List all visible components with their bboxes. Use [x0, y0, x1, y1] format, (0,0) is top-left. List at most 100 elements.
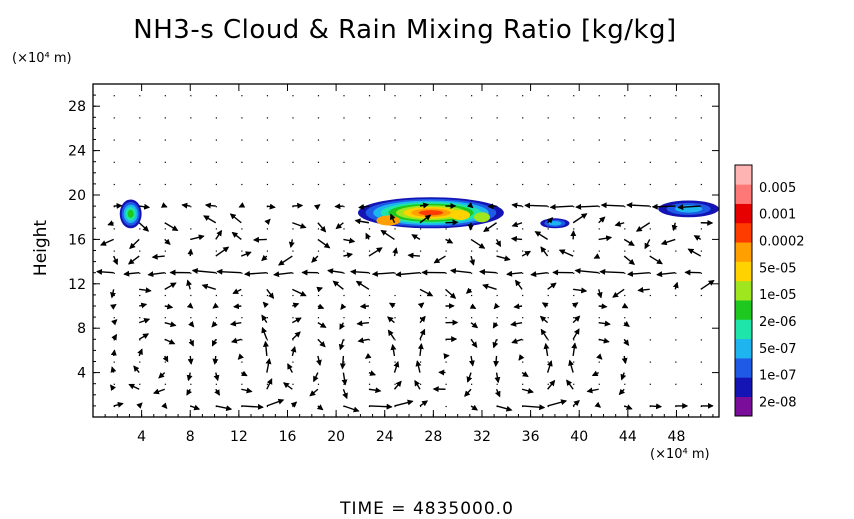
- wind-vector: [693, 235, 702, 241]
- grid-dot: [215, 361, 217, 363]
- grid-dot: [164, 161, 166, 163]
- wind-vector: [598, 235, 613, 242]
- colorbar-swatch: [735, 377, 752, 397]
- grid-dot: [394, 339, 396, 341]
- wind-vector: [127, 255, 140, 265]
- grid-dot: [139, 294, 141, 297]
- grid-dot: [394, 117, 396, 119]
- wind-vector: [549, 204, 574, 211]
- grid-dot: [164, 294, 166, 297]
- grid-dot: [241, 250, 243, 252]
- grid-dot: [675, 228, 677, 230]
- colorbar-swatch: [735, 338, 752, 359]
- grid-dot: [241, 294, 243, 297]
- grid-dot: [419, 339, 422, 341]
- grid-dot: [139, 272, 141, 274]
- colorbar-frame: [734, 164, 753, 417]
- grid-dot: [445, 383, 447, 385]
- wind-vector: [649, 255, 663, 265]
- wind-vector: [539, 315, 549, 324]
- wind-vector: [618, 388, 626, 396]
- wind-vector: [483, 222, 497, 233]
- grid-dot: [266, 361, 269, 363]
- wind-vector: [342, 388, 348, 400]
- wind-vector: [164, 303, 174, 310]
- grid-dot: [292, 117, 294, 119]
- grid-dot: [624, 228, 626, 230]
- grid-dot: [471, 228, 473, 230]
- wind-vector: [335, 222, 344, 230]
- wind-vector: [188, 339, 194, 347]
- colorbar-swatch: [735, 300, 752, 320]
- grid-dot: [649, 294, 651, 297]
- wind-vector: [510, 320, 523, 327]
- wind-vector: [357, 337, 370, 344]
- wind-vector: [261, 254, 268, 262]
- grid-dot: [547, 250, 549, 252]
- grid-dot: [139, 183, 141, 186]
- wind-vector: [241, 251, 252, 257]
- grid-dot: [700, 250, 702, 252]
- grid-dot: [266, 183, 269, 186]
- grid-dot: [496, 383, 498, 385]
- grid-dot: [266, 139, 269, 141]
- wind-vector: [574, 267, 599, 274]
- grid-dot: [547, 361, 549, 363]
- grid-dot: [700, 317, 702, 319]
- x-axis: 4 8 12 16 20 24 28 32 36 40 44 48: [104, 84, 714, 445]
- grid-dot: [266, 117, 269, 119]
- grid-dot: [215, 339, 217, 341]
- wind-vector: [599, 268, 625, 275]
- grid-dot: [649, 250, 651, 252]
- wind-vector: [291, 331, 301, 340]
- y-tick-label: 24: [68, 144, 86, 160]
- grid-dot: [343, 117, 345, 119]
- wind-vector: [573, 287, 588, 294]
- grid-dot: [675, 139, 677, 141]
- y-axis-label: Height: [31, 220, 51, 277]
- wind-vector: [513, 303, 523, 310]
- wind-vector: [394, 399, 414, 407]
- wind-vector: [482, 283, 497, 291]
- grid-dot: [164, 317, 166, 319]
- grid-dot: [471, 272, 473, 274]
- grid-dot: [547, 183, 549, 186]
- x-tick-label: 16: [279, 429, 297, 445]
- grid-dot: [215, 294, 217, 297]
- wind-vector: [332, 280, 344, 290]
- wind-vector: [349, 268, 369, 275]
- wind-vector: [261, 314, 268, 324]
- wind-vector: [470, 338, 478, 348]
- grid-dot: [700, 361, 702, 363]
- grid-dot: [522, 272, 524, 274]
- wind-vector: [278, 255, 293, 266]
- wind-vector: [186, 279, 192, 290]
- grid-dot: [368, 339, 371, 341]
- grid-dot: [292, 383, 294, 385]
- grid-dot: [419, 383, 422, 385]
- grid-dot: [700, 161, 702, 163]
- wind-vector: [339, 355, 346, 370]
- y-tick-label: 12: [68, 277, 86, 293]
- wind-vector: [594, 401, 602, 408]
- grid-dot: [471, 117, 473, 119]
- grid-dot: [215, 272, 217, 274]
- grid-dot: [215, 383, 217, 385]
- grid-dot: [624, 294, 626, 297]
- wind-vector: [317, 338, 326, 348]
- grid-dot: [573, 95, 575, 97]
- grid-dot: [241, 161, 243, 163]
- grid-dot: [292, 361, 294, 363]
- grid-dot: [190, 317, 192, 319]
- grid-dot: [394, 361, 396, 363]
- wind-vector: [113, 202, 123, 209]
- wind-vector: [95, 268, 114, 275]
- wind-vector: [380, 229, 395, 240]
- wind-vector: [158, 372, 166, 379]
- grid-dot: [368, 272, 371, 274]
- grid-dot: [343, 95, 345, 97]
- wind-vector: [700, 279, 715, 290]
- grid-dot: [368, 317, 371, 319]
- wind-vector: [215, 229, 223, 240]
- wind-vector: [265, 357, 272, 373]
